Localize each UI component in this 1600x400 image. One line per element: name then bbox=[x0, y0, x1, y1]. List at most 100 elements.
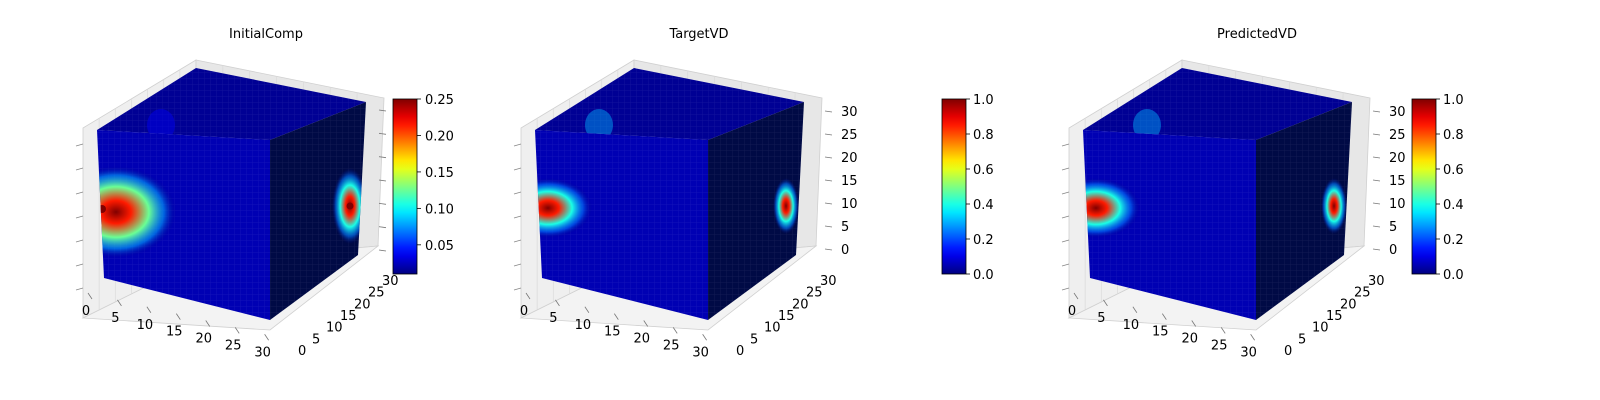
pane-tick-mark bbox=[1061, 167, 1070, 171]
x-tick-mark bbox=[264, 334, 269, 341]
y-tick-label: 0 bbox=[298, 344, 306, 359]
z-tick-label: 30 bbox=[1389, 105, 1406, 120]
x-tick-mark bbox=[87, 292, 93, 300]
side-blob bbox=[1321, 178, 1347, 234]
x-tick-mark bbox=[525, 292, 531, 300]
colorbar-tick-label: 0.4 bbox=[1443, 198, 1464, 213]
y-tick-label: 15 bbox=[1326, 309, 1343, 324]
y-tick-label: 30 bbox=[382, 274, 399, 289]
x-tick-mark bbox=[1191, 320, 1197, 327]
z-tick-mark bbox=[378, 226, 387, 229]
side-blob bbox=[773, 178, 799, 234]
x-tick-label: 30 bbox=[254, 345, 271, 360]
z-tick-mark bbox=[1372, 179, 1381, 182]
y-tick-label: 5 bbox=[312, 332, 320, 347]
z-tick-label: 10 bbox=[841, 197, 858, 212]
x-tick-mark bbox=[613, 313, 619, 320]
x-tick-mark bbox=[1073, 292, 1079, 300]
z-tick-mark bbox=[1372, 156, 1381, 159]
z-tick-label: 15 bbox=[1389, 174, 1406, 189]
colorbar-tick-label: 0.8 bbox=[1443, 128, 1464, 143]
panel-title: PredictedVD bbox=[1217, 27, 1297, 42]
pane-tick-mark bbox=[75, 167, 84, 171]
colorbar-tick-label: 0.8 bbox=[973, 128, 994, 143]
x-tick-label: 10 bbox=[137, 318, 154, 333]
z-tick-mark bbox=[378, 179, 387, 182]
x-tick-mark bbox=[146, 306, 152, 313]
z-tick-label: 15 bbox=[841, 174, 858, 189]
z-tick-mark bbox=[824, 225, 833, 228]
pane-tick-mark bbox=[1061, 215, 1070, 219]
cube-top-grid bbox=[97, 68, 366, 140]
z-tick-mark bbox=[1372, 248, 1381, 251]
colorbar-tick-label: 0.0 bbox=[973, 268, 994, 283]
z-tick-label: 20 bbox=[1389, 151, 1406, 166]
x-tick-mark bbox=[672, 327, 678, 334]
panel-title: TargetVD bbox=[668, 27, 728, 42]
z-tick-label: 25 bbox=[1389, 128, 1406, 143]
y-tick-label: 20 bbox=[1340, 297, 1357, 312]
y-tick-label: 5 bbox=[1298, 332, 1306, 347]
x-tick-mark bbox=[1103, 299, 1108, 307]
y-tick-label: 10 bbox=[764, 321, 781, 336]
z-tick-label: 5 bbox=[1389, 220, 1397, 235]
y-tick-label: 25 bbox=[1354, 286, 1371, 301]
front-blob bbox=[535, 178, 592, 238]
z-tick-mark bbox=[378, 202, 387, 205]
cube-top-grid bbox=[1083, 68, 1352, 140]
x-tick-label: 20 bbox=[195, 332, 212, 347]
x-tick-label: 0 bbox=[82, 304, 90, 319]
pane-tick-mark bbox=[1061, 239, 1070, 243]
cube-side-grid bbox=[708, 102, 804, 320]
x-tick-label: 30 bbox=[692, 345, 709, 360]
z-tick-mark bbox=[1372, 202, 1381, 205]
cube-side-grid bbox=[270, 102, 366, 320]
x-tick-label: 20 bbox=[633, 332, 650, 347]
x-tick-label: 0 bbox=[520, 304, 528, 319]
z-tick-label: 5 bbox=[841, 220, 849, 235]
pane-tick-mark bbox=[513, 239, 522, 243]
pane-tick-mark bbox=[75, 287, 84, 291]
pane-tick-mark bbox=[513, 287, 522, 291]
x-tick-label: 25 bbox=[1211, 338, 1228, 353]
pane-tick-mark bbox=[513, 167, 522, 171]
x-tick-label: 15 bbox=[604, 325, 621, 340]
y-tick-label: 10 bbox=[326, 321, 343, 336]
colorbar bbox=[1411, 98, 1437, 275]
x-tick-mark bbox=[643, 320, 649, 327]
z-tick-label: 0 bbox=[1389, 243, 1397, 258]
x-tick-mark bbox=[175, 313, 181, 320]
z-tick-mark bbox=[1372, 225, 1381, 228]
panel-title: InitialComp bbox=[229, 27, 303, 42]
z-tick-mark bbox=[378, 156, 387, 159]
pane-tick-mark bbox=[1061, 287, 1070, 291]
x-tick-label: 10 bbox=[1123, 318, 1140, 333]
z-tick-label: 10 bbox=[1389, 197, 1406, 212]
pane-tick-mark bbox=[1061, 143, 1070, 147]
z-tick-label: 20 bbox=[841, 151, 858, 166]
pane-tick-mark bbox=[75, 143, 84, 147]
z-tick-label: 30 bbox=[841, 105, 858, 120]
colorbar-tick-label: 0.25 bbox=[425, 93, 454, 108]
y-tick-label: 10 bbox=[1312, 321, 1329, 336]
pane-tick-mark bbox=[513, 191, 522, 195]
top-blob bbox=[585, 109, 613, 140]
x-tick-label: 0 bbox=[1068, 304, 1076, 319]
x-tick-mark bbox=[1132, 306, 1138, 313]
colorbar-tick-label: 0.2 bbox=[1443, 233, 1464, 248]
y-tick-label: 5 bbox=[750, 332, 758, 347]
x-tick-label: 30 bbox=[1240, 345, 1257, 360]
pane-tick-mark bbox=[75, 239, 84, 243]
x-tick-label: 5 bbox=[111, 311, 119, 326]
pane-tick-mark bbox=[513, 143, 522, 147]
x-tick-label: 25 bbox=[663, 338, 680, 353]
colorbar-tick-label: 0.6 bbox=[973, 163, 994, 178]
y-tick-label: 30 bbox=[820, 274, 837, 289]
colorbar-tick-label: 1.0 bbox=[973, 93, 994, 108]
x-tick-mark bbox=[234, 327, 240, 334]
pane-tick-mark bbox=[513, 215, 522, 219]
